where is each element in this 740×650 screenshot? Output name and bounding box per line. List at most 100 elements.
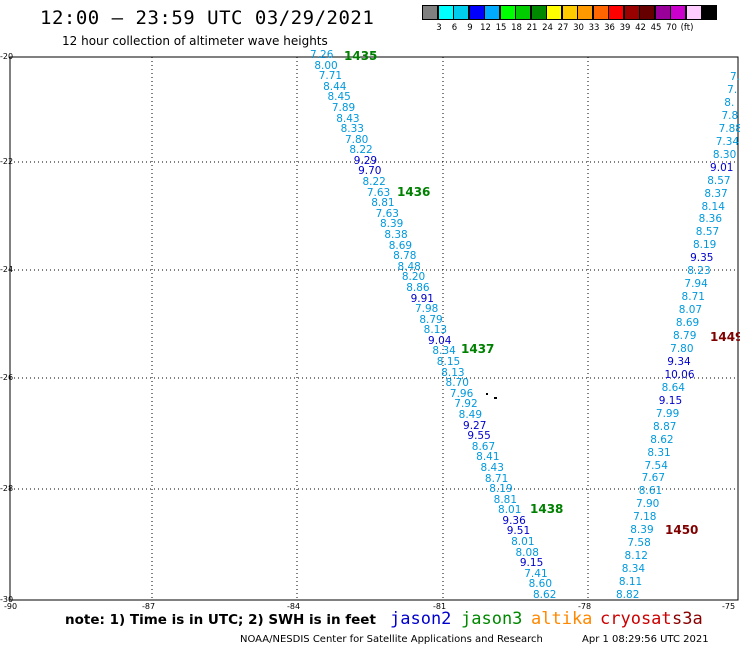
swh-value: 8.69 (675, 317, 700, 330)
colorbar-label: 70 (666, 23, 677, 33)
swh-value: 9.35 (690, 252, 714, 265)
generation-timestamp: Apr 1 08:29:56 UTC 2021 (582, 634, 709, 645)
swh-value: 8.01 (511, 536, 535, 549)
swh-value: 9.27 (463, 419, 487, 432)
legend-note: note: 1) Time is in UTC; 2) SWH is in fe… (65, 612, 376, 628)
swh-value: 8.38 (384, 229, 408, 241)
swh-value: 9.01 (710, 161, 734, 174)
swh-value: 7.99 (655, 407, 680, 420)
colorbar-label: 33 (588, 23, 600, 33)
swh-value: 8.15 (436, 356, 461, 369)
swh-value: 8.30 (712, 148, 737, 161)
colorbar-label: 9 (467, 23, 473, 33)
longitude-label: -84 (287, 602, 301, 611)
swh-value: 9.15 (658, 394, 683, 407)
swh-value: 8.60 (528, 578, 553, 591)
colorbar-label: 21 (526, 23, 538, 33)
swh-value: 8.13 (423, 324, 448, 337)
latitude-label: -22 (0, 157, 14, 166)
map-subtitle: 12 hour collection of altimeter wave hei… (62, 34, 328, 48)
swh-value: 7.63 (366, 186, 391, 199)
swh-value: 9.34 (667, 355, 691, 368)
swh-value: 8.45 (327, 91, 351, 104)
swh-value: 8.67 (471, 440, 496, 453)
swh-value: 9.15 (519, 557, 544, 570)
swh-value: 9.91 (410, 292, 434, 305)
swh-value: 9.70 (358, 165, 382, 178)
swh-value: 8.39 (379, 218, 404, 231)
swh-value: 8.70 (445, 377, 469, 390)
swh-value: 8.01 (498, 504, 522, 517)
swh-value: 8.57 (695, 226, 720, 239)
swh-value: 7.58 (627, 537, 651, 550)
satellite-jason2: jason2 (390, 609, 452, 629)
swh-value: 8.22 (362, 176, 386, 189)
map-title: 12:00 – 23:59 UTC 03/29/2021 (40, 7, 375, 29)
swh-value: 8.64 (661, 381, 685, 394)
swh-value: 8.12 (624, 550, 648, 563)
swh-value: 8.48 (397, 260, 421, 273)
swh-value: 7. (727, 83, 738, 96)
swh-value: 8.62 (533, 589, 557, 601)
swh-value: 8.13 (441, 366, 465, 379)
colorbar-label: 45 (650, 23, 662, 33)
longitude-label: -81 (433, 602, 447, 611)
swh-value: 8.71 (681, 291, 705, 304)
latitude-label: -30 (0, 595, 14, 604)
swh-value: 8.86 (406, 281, 430, 294)
swh-value: 8.62 (650, 433, 674, 446)
swh-value: 9.04 (428, 334, 452, 347)
latitude-label: -28 (0, 484, 14, 493)
pass-time-label: 1435 (344, 49, 378, 63)
map-frame (9, 56, 739, 601)
swh-value: 8.41 (476, 451, 500, 464)
swh-value: 8.49 (458, 409, 483, 421)
colorbar-label: 15 (495, 23, 507, 33)
swh-value: 8.22 (349, 144, 373, 157)
swh-value: 7.80 (670, 342, 694, 355)
pass-time-label: 1449 (710, 330, 740, 344)
swh-value: 7.90 (635, 498, 660, 511)
satellite-altika: altika (531, 609, 593, 629)
swh-value: 8.78 (393, 250, 417, 263)
colorbar-label: 12 (480, 23, 491, 33)
swh-value: 7.63 (375, 207, 399, 220)
swh-value: 8.11 (618, 576, 643, 589)
latitude-label: -26 (0, 373, 14, 382)
swh-value: 8.34 (621, 563, 646, 576)
swh-value: 7.88 (718, 122, 740, 135)
swh-value: 8.00 (314, 59, 338, 72)
colorbar-label: 27 (557, 23, 569, 33)
colorbar-label: 30 (573, 23, 584, 33)
swh-value: 9.55 (467, 430, 491, 443)
swh-value: 8.61 (638, 485, 663, 498)
swh-value: 8.19 (692, 239, 717, 252)
colorbar-label: 6 (451, 23, 458, 33)
swh-value: 8.44 (323, 80, 347, 93)
colorbar-label: 36 (604, 23, 615, 33)
swh-value: 8.79 (419, 313, 443, 326)
swh-value: 7.80 (344, 133, 369, 146)
colorbar-label: 42 (635, 23, 646, 33)
swh-value: 8.36 (698, 213, 723, 226)
swh-value: 8.57 (707, 174, 731, 187)
swh-value: 8.81 (493, 493, 518, 506)
pass-time-label: 1437 (461, 342, 495, 356)
swh-value: 7.67 (641, 472, 666, 485)
swh-value: 7.41 (524, 567, 548, 580)
swh-value: 10.06 (664, 368, 695, 381)
swh-value: 7.26 (310, 49, 334, 61)
pass-time-label: 1436 (397, 185, 431, 199)
swh-value: 8.31 (647, 446, 671, 459)
swh-value: 8.43 (336, 112, 360, 125)
credit-line: NOAA/NESDIS Center for Satellite Applica… (240, 634, 543, 645)
swh-value: 7.89 (331, 101, 356, 114)
stray-data-point (494, 397, 497, 399)
swh-value: 9.36 (502, 514, 526, 527)
longitude-label: -75 (722, 602, 736, 611)
swh-value: 7.34 (715, 135, 740, 148)
satellite-jason3: jason3 (461, 609, 523, 629)
swh-value: 7.98 (414, 303, 439, 316)
swh-value: 8.81 (371, 197, 395, 210)
